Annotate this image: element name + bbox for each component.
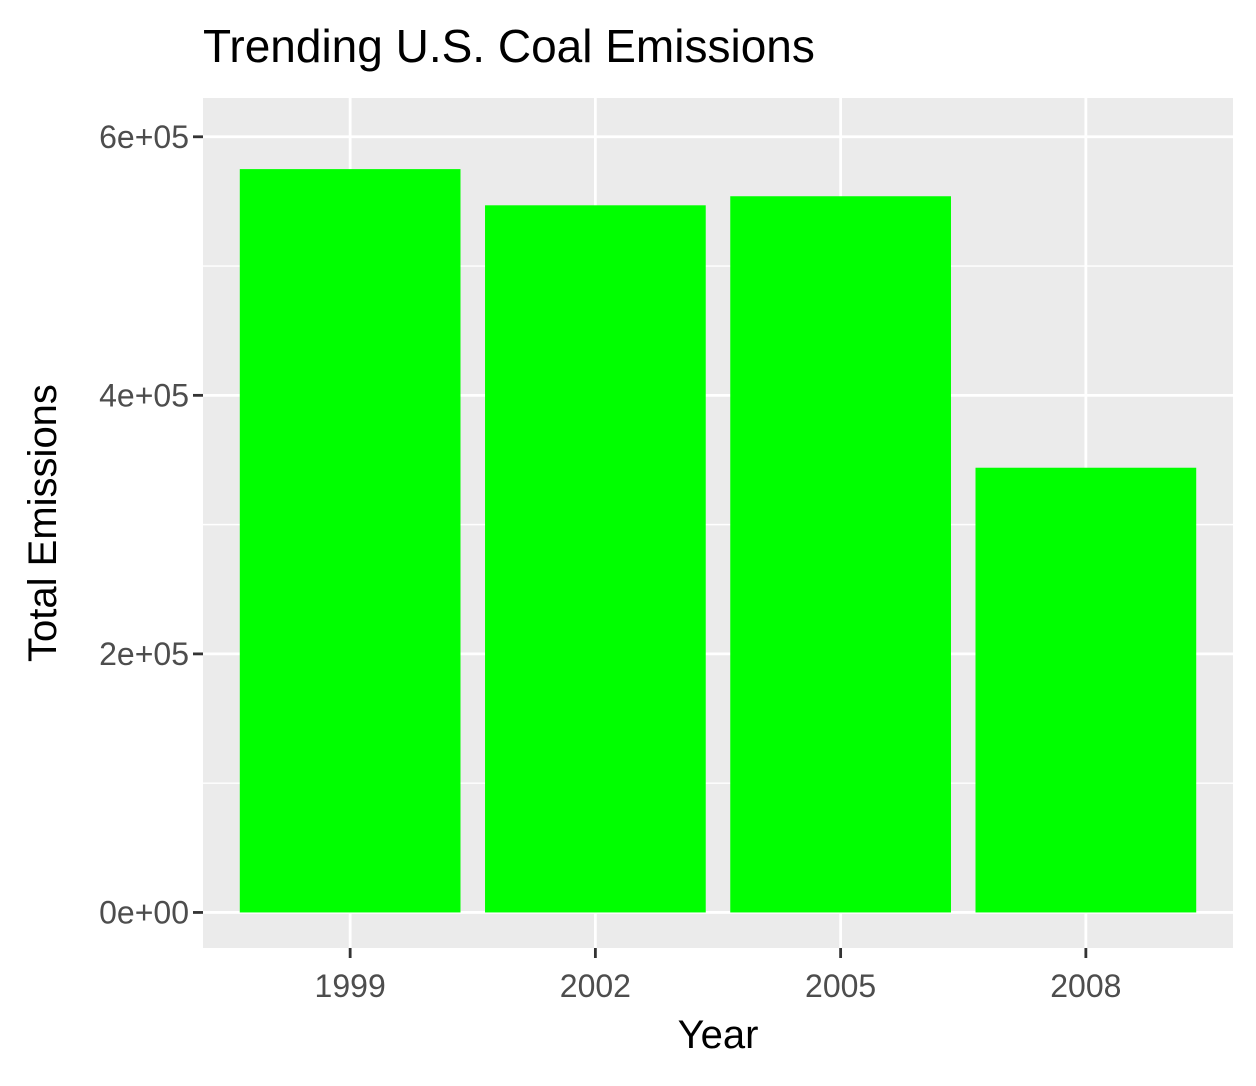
bar-2002 bbox=[485, 205, 706, 913]
x-tick-label: 2002 bbox=[560, 968, 631, 1004]
y-axis-title: Total Emissions bbox=[21, 384, 65, 662]
x-tick-label: 2008 bbox=[1050, 968, 1121, 1004]
x-axis: 1999 2002 2005 2008 bbox=[315, 948, 1121, 1004]
bars bbox=[239, 169, 1197, 913]
x-axis-title: Year bbox=[678, 1013, 759, 1057]
chart-title: Trending U.S. Coal Emissions bbox=[203, 20, 815, 72]
y-tick-label: 4e+05 bbox=[99, 377, 189, 413]
y-tick-label: 6e+05 bbox=[99, 119, 189, 155]
y-axis: 0e+00 2e+05 4e+05 6e+05 bbox=[99, 119, 203, 930]
y-tick-label: 2e+05 bbox=[99, 636, 189, 672]
bar-1999 bbox=[239, 169, 461, 913]
y-tick-label: 0e+00 bbox=[99, 894, 189, 930]
bar-2008 bbox=[975, 467, 1197, 913]
x-tick-label: 1999 bbox=[315, 968, 386, 1004]
x-tick-label: 2005 bbox=[805, 968, 876, 1004]
bar-2005 bbox=[730, 196, 951, 913]
